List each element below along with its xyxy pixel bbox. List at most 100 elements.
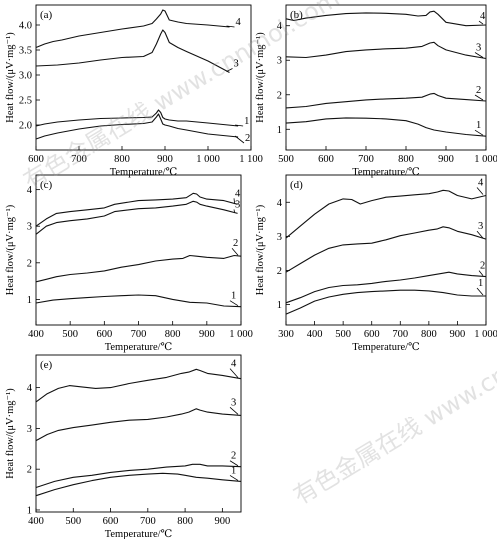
- series-label-leader: [478, 270, 484, 276]
- series-label-2: 2: [480, 261, 485, 272]
- series-line-3: [35, 408, 242, 442]
- y-tick-label: 3: [27, 424, 32, 435]
- x-tick-label: 900: [157, 154, 173, 165]
- series-line-1: [285, 117, 487, 137]
- y-tick-label: 2: [277, 90, 282, 101]
- series-line-4: [35, 192, 238, 227]
- series-line-2: [285, 271, 487, 304]
- y-axis-title: Heat flow/(μV·mg⁻¹): [255, 32, 266, 123]
- series-label-leader: [474, 94, 484, 101]
- watermark-top: 有色金属在线 www.cnnmol.com: [19, 0, 345, 195]
- series-label-1: 1: [231, 291, 236, 302]
- plot-frame: [285, 4, 487, 151]
- x-tick-label: 700: [71, 154, 87, 165]
- series-label-leader: [233, 198, 235, 204]
- x-tick-label: 500: [65, 516, 81, 527]
- series-label-leader: [478, 20, 484, 25]
- x-tick-label: 600: [103, 516, 119, 527]
- x-tick-label: 600: [28, 154, 44, 165]
- panel-label: (d): [290, 179, 303, 191]
- series-label-3: 3: [478, 221, 483, 232]
- series-line-1: [35, 294, 242, 308]
- series-line-4: [285, 10, 487, 27]
- plot-frame: [35, 4, 252, 151]
- x-tick-label: 600: [318, 154, 334, 165]
- series-label-1: 1: [244, 116, 249, 127]
- series-label-leader: [476, 187, 484, 195]
- panel-label: (a): [40, 9, 53, 21]
- series-label-2: 2: [231, 451, 236, 462]
- panel-c: 400 500 600 700 800 900 1 0001234Temperature/℃…: [5, 174, 253, 353]
- y-tick-label: 3: [27, 222, 32, 233]
- x-tick-label: 800: [165, 329, 181, 340]
- x-tick-label: 500: [278, 154, 294, 165]
- series-label-3: 3: [234, 59, 239, 70]
- x-tick-label: 800: [114, 154, 130, 165]
- series-label-4: 4: [480, 11, 486, 22]
- series-label-leader: [476, 287, 484, 296]
- x-tick-label: 400: [307, 329, 323, 340]
- series-label-2: 2: [233, 238, 238, 249]
- y-tick-label: 4: [277, 198, 283, 209]
- plot-frame: [35, 174, 242, 326]
- y-tick-label: 4: [277, 21, 283, 32]
- y-tick-label: 2: [27, 258, 32, 269]
- series-line-2: [35, 463, 242, 489]
- series-line-4: [285, 189, 487, 239]
- panel-label: (c): [40, 179, 53, 191]
- x-tick-label: 1 100: [239, 154, 263, 165]
- panel-a: 600 700 800 900 1 000 1 100 2.0 2.5 3.0 3.5 4.0 Tem…: [5, 4, 263, 178]
- series-line-3: [35, 29, 230, 73]
- x-axis-title: Temperature/℃: [352, 342, 420, 353]
- series-line-3: [285, 226, 487, 273]
- y-tick-label: 2: [27, 465, 32, 476]
- y-tick-label: 3.5: [19, 46, 32, 57]
- series-label-1: 1: [476, 120, 481, 131]
- x-tick-label: 1 000: [229, 329, 253, 340]
- y-tick-label: 1: [277, 300, 282, 311]
- series-label-leader: [229, 300, 239, 307]
- y-tick-label: 4: [27, 185, 33, 196]
- y-tick-label: 3.0: [19, 71, 32, 82]
- x-tick-label: 1 000: [474, 329, 497, 340]
- series-label-1: 1: [231, 465, 236, 476]
- series-label-3: 3: [231, 397, 236, 408]
- y-tick-label: 1: [27, 505, 32, 516]
- y-tick-label: 2: [277, 266, 282, 277]
- series-label-leader: [226, 25, 235, 28]
- x-tick-label: 400: [28, 516, 44, 527]
- x-tick-label: 1 000: [474, 154, 497, 165]
- series-label-leader: [229, 475, 239, 481]
- x-tick-label: 700: [131, 329, 147, 340]
- series-label-3: 3: [476, 43, 481, 54]
- series-label-4: 4: [478, 177, 484, 188]
- series-label-leader: [229, 460, 239, 467]
- series-label-leader: [229, 368, 239, 378]
- y-tick-label: 3: [277, 232, 282, 243]
- y-tick-label: 2.5: [19, 96, 32, 107]
- x-tick-label: 300: [278, 329, 294, 340]
- x-tick-label: 900: [199, 329, 215, 340]
- series-label-leader: [229, 407, 239, 415]
- x-tick-label: 500: [62, 329, 78, 340]
- series-line-1: [285, 289, 486, 315]
- y-tick-label: 4.0: [19, 21, 32, 32]
- y-axis-title: Heat flow/(μV·mg⁻¹): [5, 388, 16, 479]
- x-tick-label: 800: [398, 154, 414, 165]
- y-tick-label: 4: [27, 383, 33, 394]
- series-label-leader: [231, 247, 239, 256]
- y-tick-label: 3: [277, 56, 282, 67]
- y-axis-title: Heat flow/(μV·mg⁻¹): [255, 204, 266, 295]
- x-tick-label: 1 000: [196, 154, 220, 165]
- x-tick-label: 900: [450, 329, 466, 340]
- panel-e: 400 500 600 700 800 900 1 2 3 4 Temperature/℃ Heat …: [5, 354, 242, 539]
- x-tick-label: 900: [438, 154, 454, 165]
- y-axis-title: Heat flow/(μV·mg⁻¹): [5, 204, 16, 295]
- series-line-2: [285, 92, 487, 109]
- series-label-leader: [234, 135, 245, 144]
- x-tick-label: 800: [421, 329, 437, 340]
- series-line-1: [35, 472, 242, 497]
- x-axis-title: Temperature/℃: [105, 529, 173, 539]
- series-line-2: [35, 113, 239, 140]
